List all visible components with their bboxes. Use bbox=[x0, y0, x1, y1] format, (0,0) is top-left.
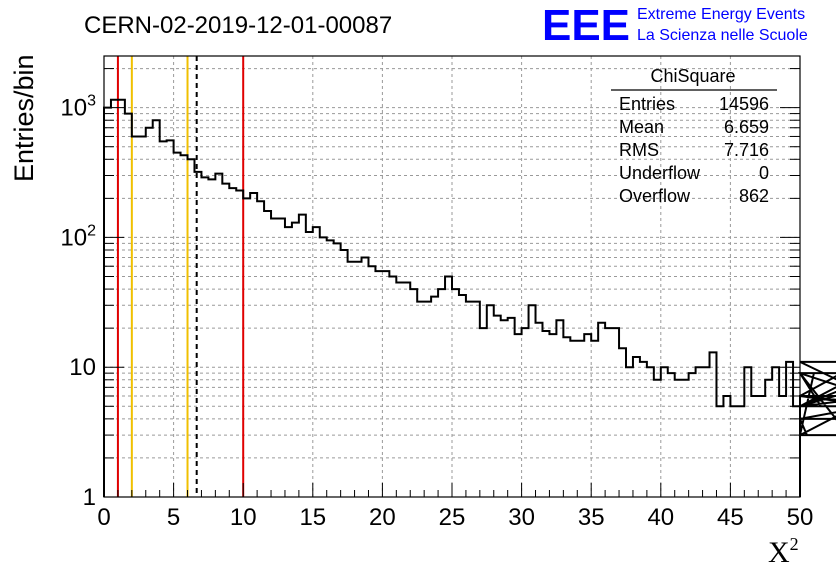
axis-ticks bbox=[103, 68, 801, 498]
x-tick-labels: 0 5 10 15 20 25 30 35 40 45 50 bbox=[97, 504, 813, 531]
stats-label-rms: RMS bbox=[619, 140, 659, 160]
reference-lines bbox=[116, 56, 245, 497]
x-axis-label: X2 bbox=[768, 534, 799, 569]
x-tick-label: 40 bbox=[647, 504, 674, 531]
stats-label-mean: Mean bbox=[619, 117, 664, 137]
x-tick-label: 5 bbox=[167, 504, 180, 531]
logo-line-2: La Scienza nelle Scuole bbox=[637, 27, 808, 44]
x-tick-label: 35 bbox=[578, 504, 605, 531]
x-tick-label: 30 bbox=[508, 504, 535, 531]
y-axis-label: Entries/bin bbox=[9, 54, 39, 182]
x-tick-label: 25 bbox=[439, 504, 466, 531]
x-tick-label: 50 bbox=[787, 504, 814, 531]
y-tick-label: 1 bbox=[83, 484, 96, 511]
x-tick-label: 45 bbox=[717, 504, 744, 531]
x-tick-label: 10 bbox=[230, 504, 257, 531]
logo-mark: EEE bbox=[542, 1, 630, 50]
stats-title: ChiSquare bbox=[650, 66, 735, 86]
stats-label-entries: Entries bbox=[619, 94, 675, 114]
chart-title: CERN-02-2019-12-01-00087 bbox=[84, 12, 392, 39]
stats-value-rms: 7.716 bbox=[724, 140, 769, 160]
y-tick-label: 103 bbox=[60, 93, 96, 122]
x-axis-label-base: X bbox=[768, 536, 790, 569]
y-tick-label: 102 bbox=[60, 222, 96, 251]
stats-value-entries: 14596 bbox=[719, 94, 769, 114]
stats-value-overflow: 862 bbox=[739, 186, 769, 206]
stats-box: ChiSquare Entries 14596 Mean 6.659 RMS 7… bbox=[611, 66, 777, 206]
stats-value-underflow: 0 bbox=[759, 163, 769, 183]
x-tick-label: 15 bbox=[299, 504, 326, 531]
y-tick-label: 10 bbox=[69, 354, 96, 381]
stats-label-overflow: Overflow bbox=[619, 186, 691, 206]
x-axis-label-exponent: 2 bbox=[790, 534, 799, 554]
x-tick-label: 0 bbox=[97, 504, 110, 531]
stats-value-mean: 6.659 bbox=[724, 117, 769, 137]
logo-line-1: Extreme Energy Events bbox=[637, 6, 805, 23]
stats-label-underflow: Underflow bbox=[619, 163, 701, 183]
logo: EEE Extreme Energy Events La Scienza nel… bbox=[542, 1, 808, 50]
x-tick-label: 20 bbox=[369, 504, 396, 531]
y-tick-labels: 1 10 102 103 bbox=[60, 93, 96, 511]
